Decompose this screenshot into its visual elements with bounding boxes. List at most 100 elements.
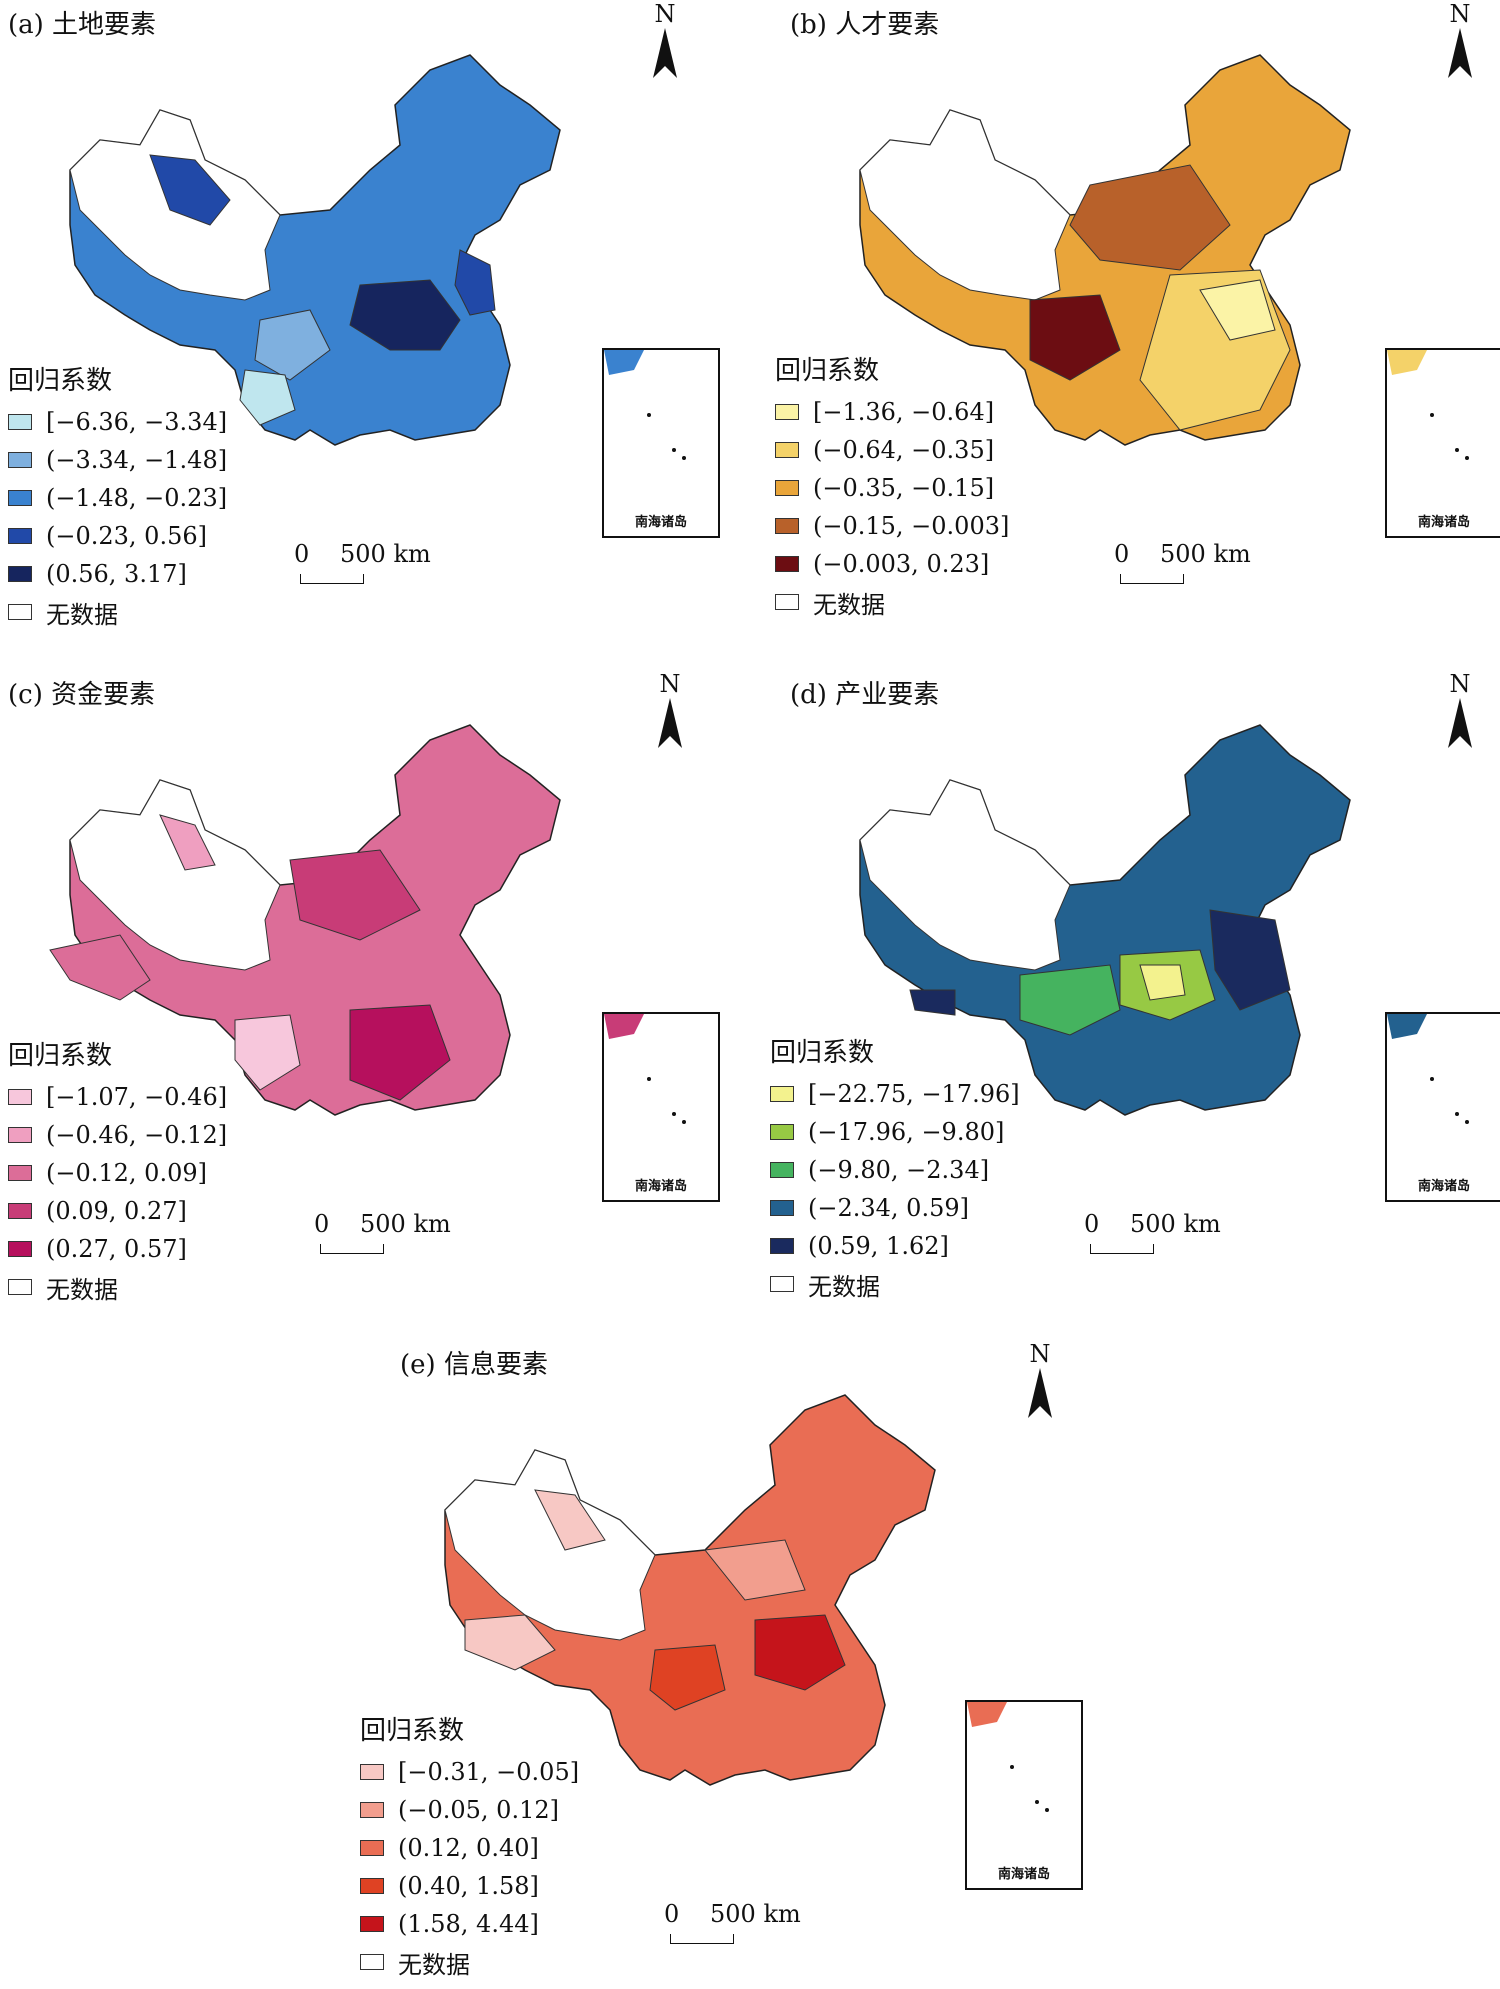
legend-item: (0.56, 3.17] [8,555,227,593]
panel-a: (a) 土地要素 N 南海诸岛 回归系数 [−6.36, −3.34] (−3.3… [0,0,730,640]
legend-item: (−17.96, −9.80] [770,1113,1020,1151]
legend-item: [−22.75, −17.96] [770,1075,1020,1113]
south-china-sea-inset: 南海诸岛 [602,1012,720,1202]
legend-swatch [8,1165,32,1181]
legend-swatch [360,1840,384,1856]
choropleth-map [49,724,561,1116]
legend-swatch [8,414,32,430]
legend-label: (−0.46, −0.12] [46,1121,228,1149]
legend-item: [−1.07, −0.46] [8,1078,227,1116]
legend-label: (−0.12, 0.09] [46,1159,207,1187]
legend-item: (1.58, 4.44] [360,1905,579,1943]
panel-title: (e) 信息要素 [400,1350,548,1380]
legend: 回归系数 [−1.07, −0.46] (−0.46, −0.12] (−0.12,… [8,1035,227,1306]
legend-label: (1.58, 4.44] [398,1910,539,1938]
south-china-sea-inset: 南海诸岛 [1385,1012,1500,1202]
legend-label: [−0.31, −0.05] [398,1758,580,1786]
legend: 回归系数 [−6.36, −3.34] (−3.34, −1.48] (−1.48,… [8,360,227,631]
south-china-sea-inset: 南海诸岛 [602,348,720,538]
legend-item: (0.40, 1.58] [360,1867,579,1905]
legend-item: (0.12, 0.40] [360,1829,579,1867]
legend-label: (−0.35, −0.15] [813,474,995,502]
panel-e: (e) 信息要素 N 南海诸岛 回归系数 [−0.31, −0.05] (−0.0… [360,1340,1120,1980]
north-arrow: N [645,0,685,80]
legend-label: (0.40, 1.58] [398,1872,539,1900]
panel-c: (c) 资金要素 N 南海诸岛 回归系数 [−1.07, −0.46] (−0.4… [0,670,730,1310]
legend-swatch [770,1124,794,1140]
choropleth-map [69,54,561,446]
legend-label: (−1.48, −0.23] [46,484,228,512]
islands-icon [604,1014,686,1124]
legend-swatch [360,1916,384,1932]
north-arrow: N [650,670,690,750]
legend-item: (−0.64, −0.35] [775,431,1009,469]
legend-swatch [8,452,32,468]
legend-swatch [770,1200,794,1216]
islands-icon [604,350,686,460]
legend-swatch [360,1878,384,1894]
legend-item: [−6.36, −3.34] [8,403,227,441]
legend-no-data: 无数据 [360,1943,579,1981]
legend-item: (−0.12, 0.09] [8,1154,227,1192]
legend-swatch [775,556,799,572]
legend-swatch [775,404,799,420]
legend-label: (−0.003, 0.23] [813,550,990,578]
legend-label: (0.59, 1.62] [808,1232,949,1260]
legend-label: (−9.80, −2.34] [808,1156,990,1184]
panel-title: (b) 人才要素 [790,10,940,40]
legend-swatch [770,1238,794,1254]
legend-label: (−0.64, −0.35] [813,436,995,464]
legend-no-data: 无数据 [770,1265,1020,1303]
legend-label: (−17.96, −9.80] [808,1118,1005,1146]
legend-swatch [8,1241,32,1257]
north-arrow: N [1020,1340,1060,1420]
legend-swatch [360,1764,384,1780]
legend-item: (−0.35, −0.15] [775,469,1009,507]
legend-swatch [8,1203,32,1219]
legend-swatch [775,518,799,534]
legend-item: (−0.05, 0.12] [360,1791,579,1829]
choropleth-map [444,1394,936,1786]
legend-swatch [8,1089,32,1105]
panel-d: (d) 产业要素 N 南海诸岛 回归系数 [−22.75, −17.96] (−1… [760,670,1500,1310]
choropleth-map [859,54,1351,446]
legend-label: (−0.15, −0.003] [813,512,1010,540]
legend-label: (0.09, 0.27] [46,1197,187,1225]
legend-label: (0.12, 0.40] [398,1834,539,1862]
legend-label: (−0.05, 0.12] [398,1796,559,1824]
legend-item: (0.59, 1.62] [770,1227,1020,1265]
north-arrow: N [1440,0,1480,80]
legend: 回归系数 [−1.36, −0.64] (−0.64, −0.35] (−0.35,… [775,350,1009,621]
legend-item: (−3.34, −1.48] [8,441,227,479]
south-china-sea-inset: 南海诸岛 [1385,348,1500,538]
legend-swatch [775,480,799,496]
islands-icon [967,1702,1049,1812]
legend-item: (−0.15, −0.003] [775,507,1009,545]
legend-swatch [8,490,32,506]
legend-swatch [775,442,799,458]
north-arrow-icon [653,28,677,78]
legend-label: [−1.07, −0.46] [46,1083,228,1111]
legend-no-data: 无数据 [8,1268,227,1306]
south-china-sea-inset: 南海诸岛 [965,1700,1083,1890]
legend-no-data: 无数据 [775,583,1009,621]
legend-item: [−0.31, −0.05] [360,1753,579,1791]
north-arrow-icon [1448,698,1472,748]
legend-item: [−1.36, −0.64] [775,393,1009,431]
legend-item: (−0.23, 0.56] [8,517,227,555]
panel-title: (d) 产业要素 [790,680,940,710]
legend-swatch [8,1127,32,1143]
panel-b: (b) 人才要素 N 南海诸岛 回归系数 [−1.36, −0.64] (−0.6… [760,0,1500,640]
north-arrow-icon [1028,1368,1052,1418]
legend-label: (−0.23, 0.56] [46,522,207,550]
legend-swatch [8,528,32,544]
legend: 回归系数 [−22.75, −17.96] (−17.96, −9.80] (−9.… [770,1032,1020,1303]
legend-item: (0.27, 0.57] [8,1230,227,1268]
legend-item: (−0.46, −0.12] [8,1116,227,1154]
legend-label: (−2.34, 0.59] [808,1194,969,1222]
legend-item: (−0.003, 0.23] [775,545,1009,583]
legend-item: (0.09, 0.27] [8,1192,227,1230]
panel-title: (c) 资金要素 [8,680,156,710]
legend-no-data: 无数据 [8,593,227,631]
legend-swatch [8,566,32,582]
